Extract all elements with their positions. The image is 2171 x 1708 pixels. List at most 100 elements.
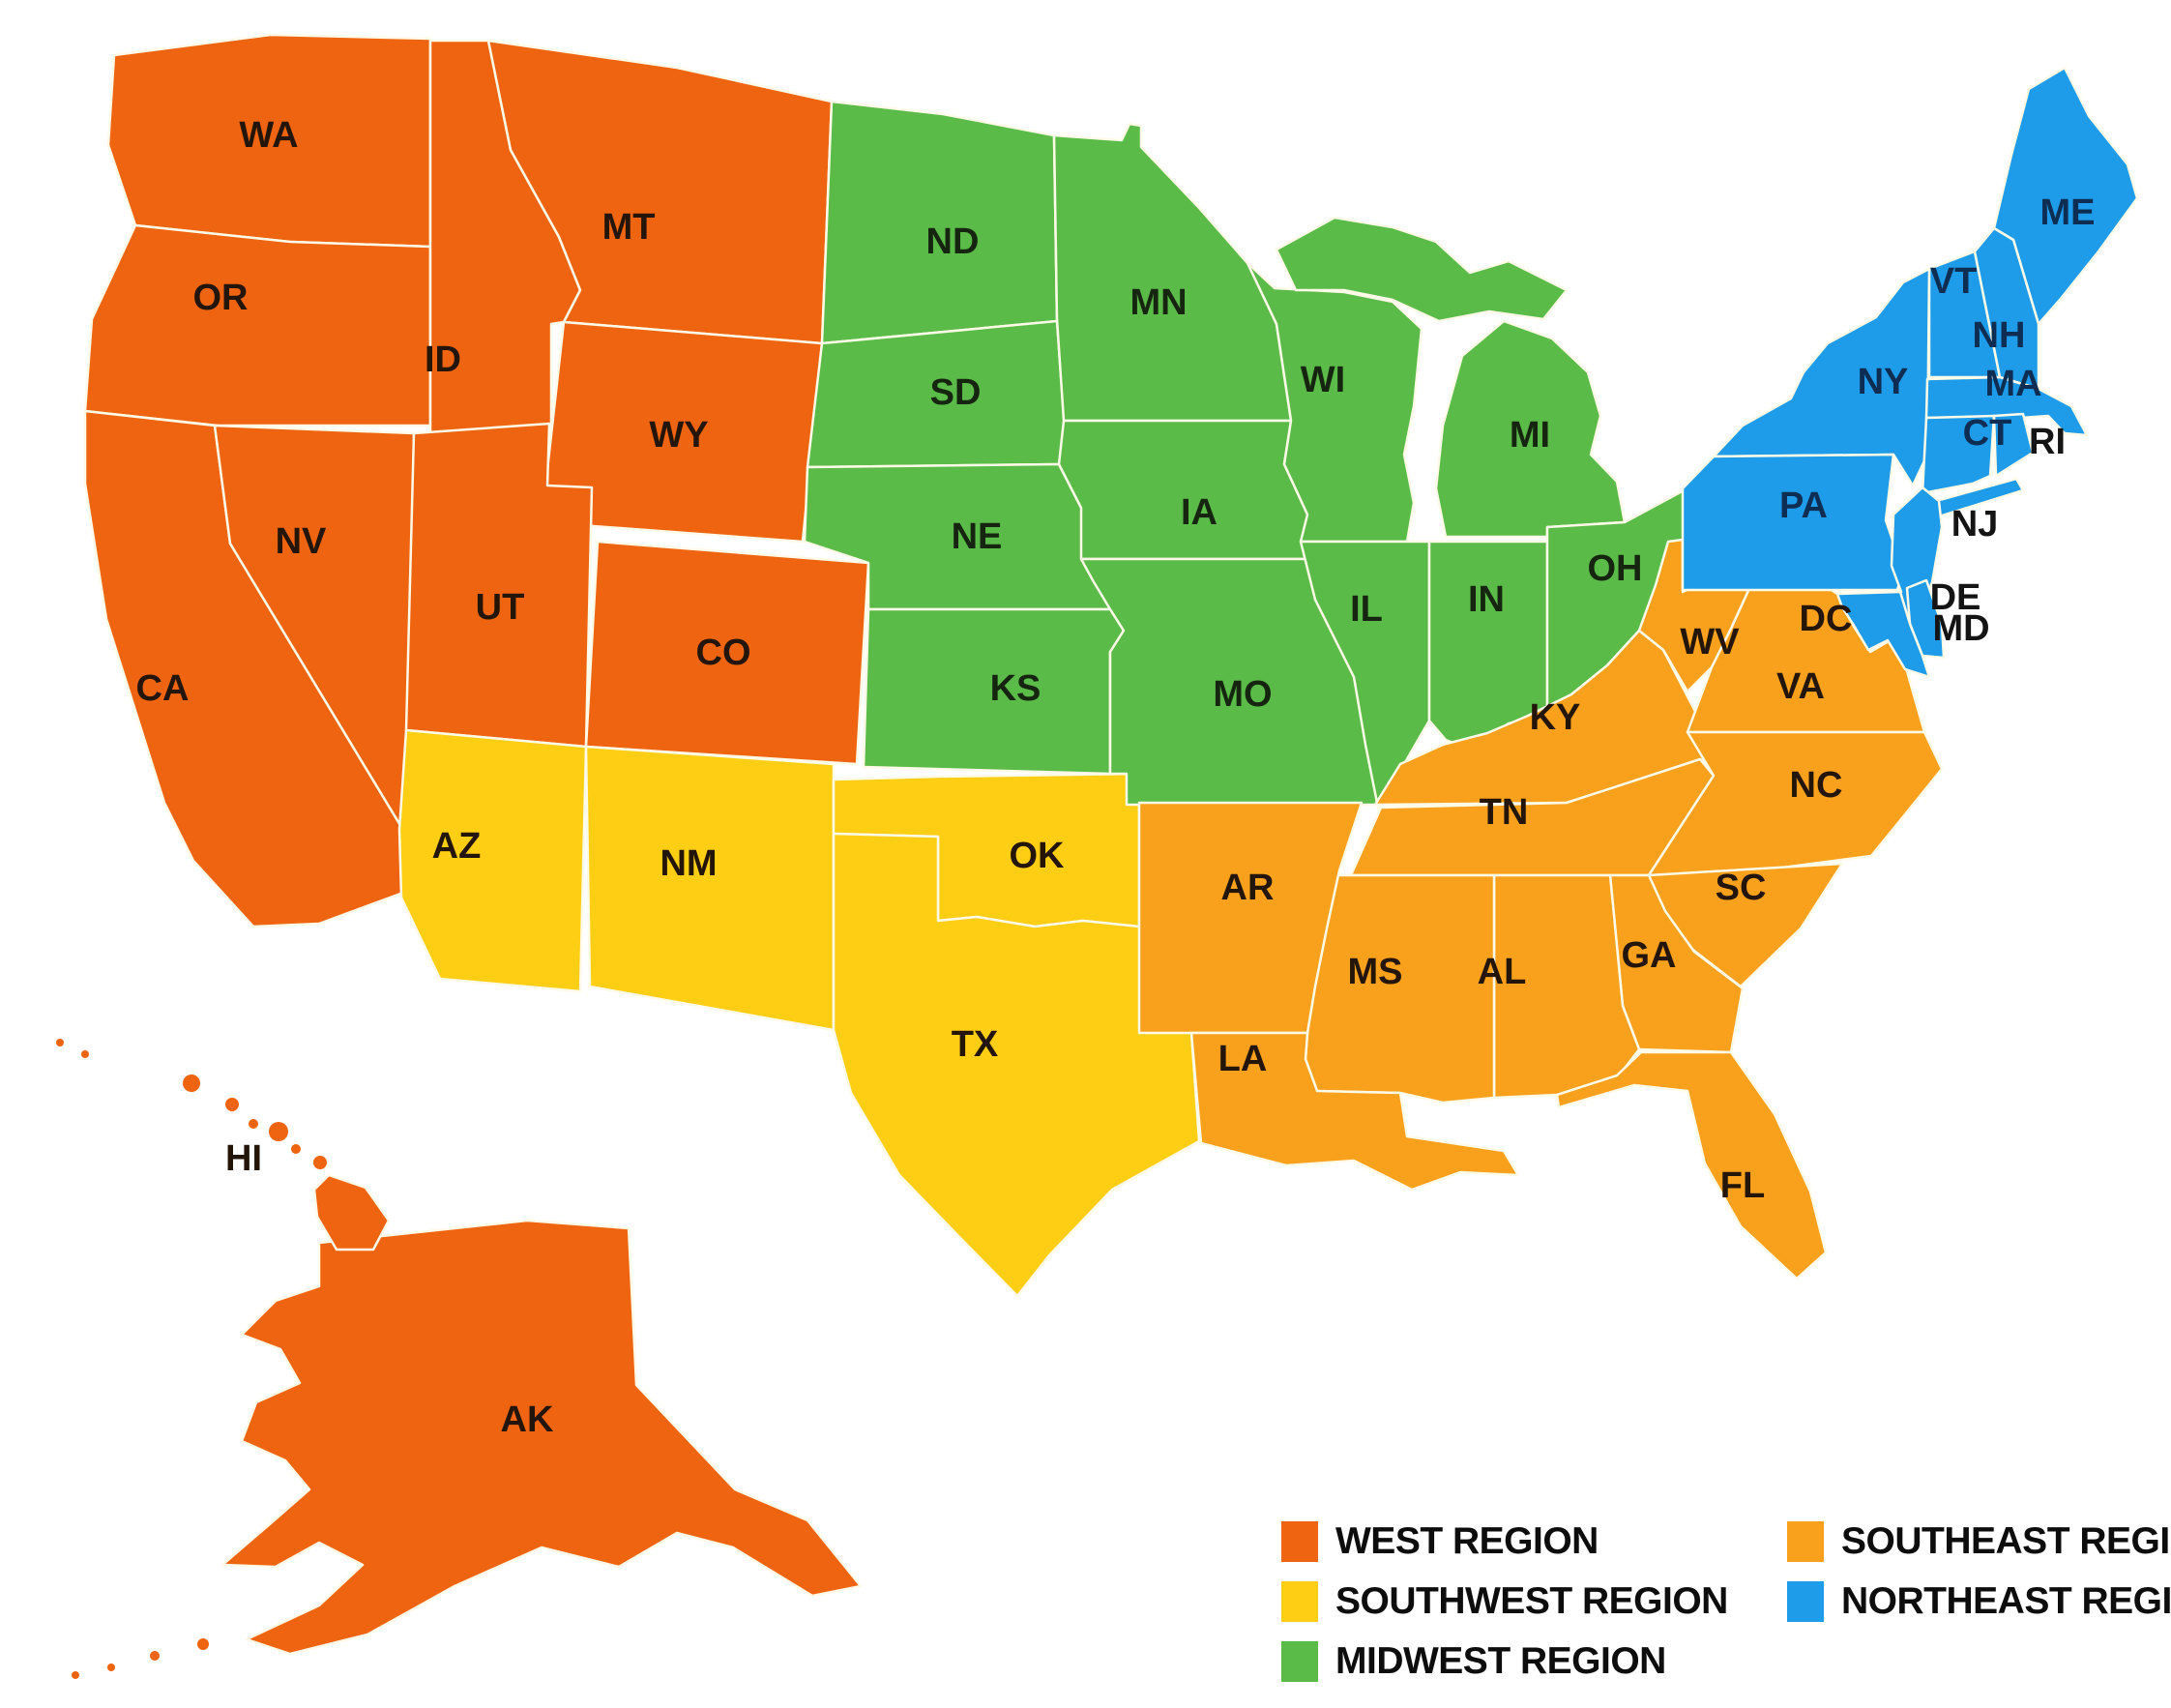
state-ar xyxy=(1137,801,1364,1035)
state-label-or: OR xyxy=(193,278,249,318)
legend-swatch-midwest xyxy=(1281,1641,1318,1682)
state-label-id: ID xyxy=(425,339,461,380)
state-label-ri: RI xyxy=(2029,422,2066,462)
state-co xyxy=(584,540,870,766)
state-label-nd: ND xyxy=(926,221,980,262)
state-label-ca: CA xyxy=(136,668,190,709)
legend-label-west: WEST REGION xyxy=(1335,1520,1599,1562)
state-wi xyxy=(1246,261,1423,544)
state-label-wa: WA xyxy=(239,115,298,156)
state-label-al: AL xyxy=(1478,952,1527,992)
state-label-mn: MN xyxy=(1130,282,1187,323)
state-hi-island xyxy=(81,1050,89,1058)
state-nc xyxy=(1647,730,1944,877)
state-label-sc: SC xyxy=(1716,868,1767,908)
state-label-ak: AK xyxy=(501,1399,554,1440)
state-ny xyxy=(1712,267,1931,487)
state-hi-island xyxy=(183,1075,200,1092)
state-label-co: CO xyxy=(696,633,751,673)
state-label-dc: DC xyxy=(1800,599,1853,639)
state-fl xyxy=(1555,1050,1828,1281)
state-mn xyxy=(1052,122,1293,423)
state-md xyxy=(1835,590,1931,679)
state-label-ne: NE xyxy=(952,516,1003,557)
state-ak-island xyxy=(197,1638,209,1650)
region-west xyxy=(56,33,870,1679)
state-label-mt: MT xyxy=(602,207,656,248)
legend: WEST REGION SOUTHWEST REGION MIDWEST REGIO… xyxy=(1281,1520,2171,1700)
state-label-ky: KY xyxy=(1530,697,1581,738)
state-label-tx: TX xyxy=(952,1024,999,1065)
state-label-ks: KS xyxy=(990,668,1041,709)
state-label-ma: MA xyxy=(1984,364,2041,404)
legend-swatch-southwest xyxy=(1281,1581,1318,1622)
legend-item-northeast: NORTHEAST REGION xyxy=(1787,1580,2171,1623)
state-ak-island xyxy=(150,1651,160,1661)
state-label-az: AZ xyxy=(432,826,482,867)
state-label-ct: CT xyxy=(1963,413,2012,454)
state-az xyxy=(397,728,588,993)
state-label-hi: HI xyxy=(225,1138,262,1179)
state-label-oh: OH xyxy=(1588,548,1643,589)
region-midwest xyxy=(803,100,1689,810)
state-label-de: DE xyxy=(1930,577,1981,618)
region-labels-midwest: ND SD NE KS MN IA MO WI MI IL IN OH xyxy=(926,221,1643,715)
state-nm xyxy=(584,745,836,1032)
legend-swatch-northeast xyxy=(1787,1581,1824,1622)
state-ct xyxy=(1921,414,1996,495)
region-labels-southeast: KY TN WV VA DC NC SC GA AL MS AR LA FL xyxy=(1218,599,1853,1206)
legend-label-southwest: SOUTHWEST REGION xyxy=(1335,1580,1728,1622)
state-label-il: IL xyxy=(1350,589,1383,630)
state-label-nj: NJ xyxy=(1951,504,1999,545)
state-label-ar: AR xyxy=(1221,868,1275,908)
state-label-pa: PA xyxy=(1779,486,1828,526)
state-label-ny: NY xyxy=(1858,362,1909,402)
state-label-nc: NC xyxy=(1790,765,1843,806)
state-label-ms: MS xyxy=(1348,952,1403,992)
state-label-ut: UT xyxy=(476,587,525,628)
state-label-nv: NV xyxy=(276,521,327,562)
state-hi-island xyxy=(269,1122,288,1141)
legend-label-midwest: MIDWEST REGION xyxy=(1335,1640,1666,1682)
state-hi-island xyxy=(225,1098,239,1111)
legend-column-2: SOUTHEAST REGION NORTHEAST REGION xyxy=(1787,1520,2171,1700)
state-label-wy: WY xyxy=(649,415,708,456)
legend-item-southeast: SOUTHEAST REGION xyxy=(1787,1520,2171,1563)
state-hi-island xyxy=(313,1156,327,1169)
state-label-nm: NM xyxy=(660,843,717,884)
region-southeast xyxy=(1137,538,1944,1281)
state-la xyxy=(1189,1031,1520,1192)
state-hi xyxy=(312,1173,391,1252)
state-label-mi: MI xyxy=(1510,415,1550,456)
state-label-wi: WI xyxy=(1301,360,1345,400)
state-label-ga: GA xyxy=(1622,935,1677,976)
state-hi-island xyxy=(249,1119,258,1129)
state-hi-island xyxy=(56,1039,64,1046)
region-labels-southwest: AZ NM OK TX xyxy=(432,826,1065,1065)
region-labels-west: WA OR CA NV ID MT WY UT CO AK HI xyxy=(136,115,751,1440)
legend-label-northeast: NORTHEAST REGION xyxy=(1841,1580,2171,1622)
legend-item-southwest: SOUTHWEST REGION xyxy=(1281,1580,1787,1623)
region-northeast xyxy=(1681,66,2139,679)
state-label-nh: NH xyxy=(1973,315,2026,356)
legend-item-west: WEST REGION xyxy=(1281,1520,1787,1563)
state-label-sd: SD xyxy=(930,372,982,413)
state-label-fl: FL xyxy=(1720,1165,1765,1206)
state-ak xyxy=(220,1219,863,1656)
state-or xyxy=(83,223,432,427)
state-ak-island xyxy=(72,1671,79,1679)
state-mi xyxy=(1275,216,1569,323)
state-label-ok: OK xyxy=(1010,836,1066,876)
legend-swatch-southeast xyxy=(1787,1521,1824,1562)
state-ak-island xyxy=(107,1664,115,1671)
state-label-in: IN xyxy=(1468,579,1505,620)
state-label-la: LA xyxy=(1218,1039,1268,1079)
state-label-wv: WV xyxy=(1680,622,1740,663)
state-label-me: ME xyxy=(2040,192,2096,233)
state-label-md: MD xyxy=(1932,608,1989,649)
legend-label-southeast: SOUTHEAST REGION xyxy=(1841,1520,2171,1562)
state-hi-island xyxy=(291,1144,301,1154)
